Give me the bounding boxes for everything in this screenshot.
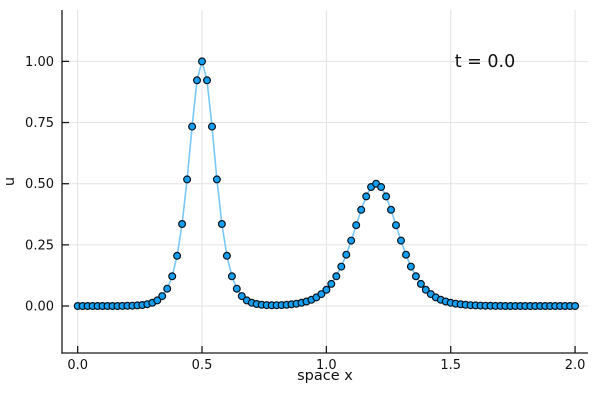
y-tick-label: 1.00: [25, 55, 54, 70]
data-point: [362, 192, 371, 201]
data-point: [158, 292, 167, 301]
data-point: [208, 122, 217, 131]
data-series: [73, 57, 580, 311]
data-point: [571, 302, 580, 311]
x-axis-label: space x: [297, 368, 353, 384]
data-point: [327, 279, 336, 288]
data-point: [347, 236, 356, 245]
data-point: [342, 250, 351, 259]
data-point: [322, 285, 331, 294]
data-point: [317, 290, 326, 299]
data-point: [337, 262, 346, 271]
data-point: [352, 221, 361, 230]
time-annotation: t = 0.0: [455, 52, 515, 72]
data-point: [188, 122, 197, 131]
data-point: [183, 175, 192, 184]
data-point: [357, 205, 366, 214]
data-point: [406, 262, 415, 271]
data-point: [411, 272, 420, 281]
y-axis-label: u: [2, 177, 18, 186]
x-tick-label: 1.0: [316, 358, 337, 373]
data-point: [392, 221, 401, 230]
data-point: [402, 250, 411, 259]
y-tick-label: 0.00: [25, 300, 54, 315]
data-point: [153, 296, 162, 305]
x-tick-label: 2.0: [565, 358, 586, 373]
data-point: [198, 57, 207, 66]
data-point: [178, 220, 187, 229]
data-point: [232, 284, 241, 293]
x-tick-label: 0.5: [192, 358, 213, 373]
data-point: [212, 175, 221, 184]
data-point: [382, 192, 391, 201]
data-point: [377, 183, 386, 192]
x-tick-label: 1.5: [440, 358, 461, 373]
data-point: [416, 279, 425, 288]
data-point: [193, 76, 202, 85]
y-tick-label: 0.75: [25, 116, 54, 131]
tick-labels: 0.0 0.5 1.0 1.5 2.0 0.00 0.25 0.50 0.75 1.00: [25, 55, 585, 373]
data-point: [237, 292, 246, 301]
data-point: [387, 205, 396, 214]
data-point: [173, 251, 182, 260]
data-point: [397, 236, 406, 245]
data-point: [168, 272, 177, 281]
axes: [61, 10, 588, 354]
y-tick-label: 0.25: [25, 238, 54, 253]
data-point: [203, 76, 212, 85]
data-point: [217, 220, 226, 229]
x-tick-label: 0.0: [67, 358, 88, 373]
data-point: [163, 284, 172, 293]
data-point: [227, 272, 236, 281]
data-point: [332, 272, 341, 281]
y-tick-label: 0.50: [25, 177, 54, 192]
data-point: [421, 285, 430, 294]
data-point: [222, 251, 231, 260]
